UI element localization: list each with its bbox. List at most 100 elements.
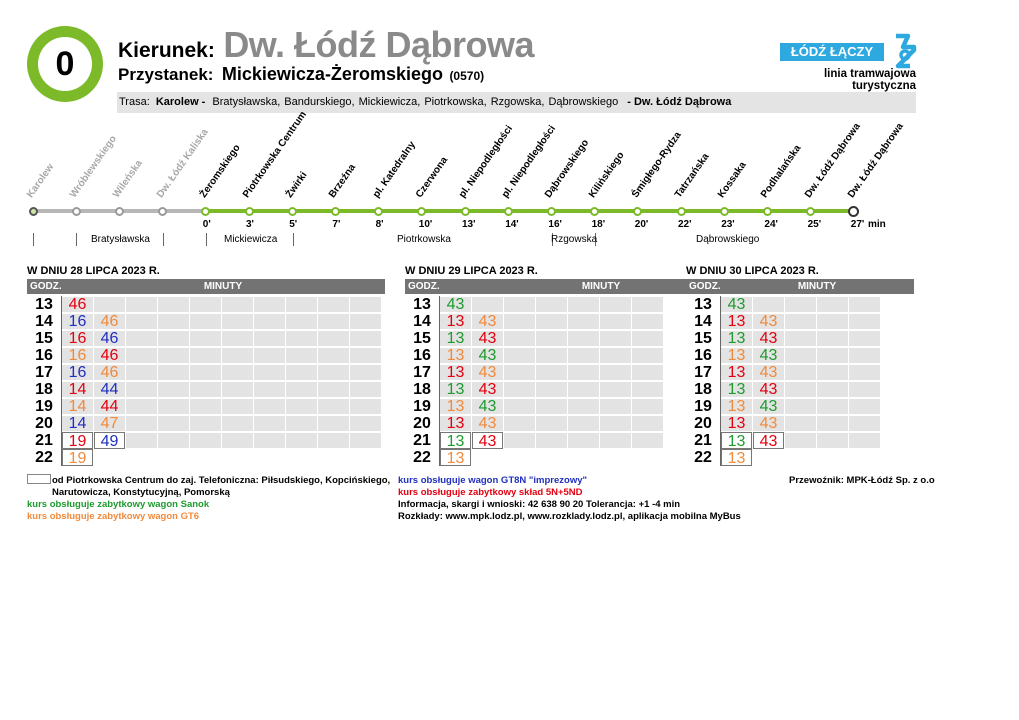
minute-cell <box>222 365 253 380</box>
departure-minute: 14 <box>68 415 87 432</box>
minute-cell <box>849 314 880 329</box>
minute-cell <box>286 331 317 346</box>
minute-cell <box>753 348 784 363</box>
minute-cell <box>504 331 535 346</box>
minute-cell <box>350 331 381 346</box>
minute-cell <box>817 416 848 431</box>
minute-cell <box>721 314 752 329</box>
minute-cell <box>632 416 663 431</box>
minute-cell <box>222 399 253 414</box>
departure-minute: 43 <box>478 415 497 432</box>
minute-cell <box>254 433 285 448</box>
minute-cell <box>318 365 349 380</box>
line-number-badge: 0 <box>27 26 103 102</box>
minute-cell <box>350 314 381 329</box>
stop-dot <box>633 206 643 216</box>
stop-time: 14' <box>505 219 519 230</box>
minute-cell <box>632 348 663 363</box>
minute-cell <box>126 399 157 414</box>
minute-cell <box>190 365 221 380</box>
stop-dot <box>719 206 729 216</box>
departure-minute: 43 <box>478 364 497 381</box>
minute-cell <box>222 297 253 312</box>
minute-cell <box>536 365 567 380</box>
stop-code: (0570) <box>449 69 485 83</box>
departure-minute: 13 <box>446 364 465 381</box>
hour: 13 <box>413 296 431 313</box>
minute-cell <box>472 399 503 414</box>
stop-dot <box>676 206 686 216</box>
departure-minute: 13 <box>721 449 752 467</box>
timetable-row: 21 13 43 <box>405 432 763 450</box>
minute-cell <box>286 348 317 363</box>
hour: 22 <box>35 449 53 466</box>
departure-minute: 13 <box>727 330 746 347</box>
departure-minute: 16 <box>68 330 87 347</box>
timetable-row: 21 13 43 <box>686 432 914 450</box>
minute-cell <box>721 399 752 414</box>
departure-minute: 13 <box>440 449 471 467</box>
minute-cell <box>254 331 285 346</box>
departure-minute: 43 <box>759 313 778 330</box>
minute-cell <box>126 433 157 448</box>
stop-dot <box>287 206 297 216</box>
stop-name: Brzeźna <box>327 162 359 200</box>
minute-cell <box>785 348 816 363</box>
stop-name: Mickiewicza-Żeromskiego <box>221 64 443 84</box>
route-bar: Trasa: Karolew - Bratysławska, Bandurskie… <box>117 92 916 113</box>
timetable-row: 15 13 43 <box>405 330 763 347</box>
timetable-row: 20 13 43 <box>405 415 763 432</box>
minute-cell <box>158 416 189 431</box>
minute-cell <box>536 348 567 363</box>
departure-minute: 43 <box>759 415 778 432</box>
minute-cell <box>504 399 535 414</box>
minute-cell <box>472 382 503 397</box>
timetable-row: 18 13 43 <box>405 381 763 398</box>
hour: 13 <box>694 296 712 313</box>
minutes-header: MINUTY <box>203 281 243 292</box>
minute-cell <box>158 331 189 346</box>
stop-name: Karolew <box>24 161 57 200</box>
minute-cell <box>190 433 221 448</box>
minute-cell <box>753 314 784 329</box>
route-street: Bandurskiego, <box>284 96 355 108</box>
timetable-row: 14 13 43 <box>405 313 763 330</box>
schedules-line: Rozkłady: www.mpk.lodz.pl, www.rozklady.… <box>398 511 741 522</box>
boxed-note-line-2: Narutowicza, Konstytucyjną, Pomorską <box>52 487 230 498</box>
timetable-row: 17 13 43 <box>686 364 914 381</box>
hour: 18 <box>413 381 431 398</box>
stop-name: pl. Katedralny <box>370 139 418 200</box>
stop-name: Czerwona <box>413 154 450 200</box>
minute-cell <box>94 348 125 363</box>
minute-cell <box>158 382 189 397</box>
minute-cell <box>222 416 253 431</box>
minute-cell <box>785 314 816 329</box>
street-separator <box>163 233 164 246</box>
minute-cell <box>158 297 189 312</box>
minute-cell <box>254 348 285 363</box>
minute-cell <box>62 416 93 431</box>
minute-cell <box>254 365 285 380</box>
minute-cell <box>190 297 221 312</box>
minute-cell <box>158 314 189 329</box>
departure-minute: 43 <box>478 313 497 330</box>
minute-cell <box>600 348 631 363</box>
departure-minute: 46 <box>100 364 119 381</box>
departure-minute: 13 <box>727 398 746 415</box>
minute-cell <box>472 365 503 380</box>
timetable-header: GODZ. MINUTY <box>405 279 763 294</box>
minute-cell <box>62 365 93 380</box>
hour: 13 <box>35 296 53 313</box>
minute-cell <box>849 433 880 448</box>
hour: 18 <box>694 381 712 398</box>
minute-cell <box>504 348 535 363</box>
departure-minute: 13 <box>727 415 746 432</box>
stop-time: 18' <box>591 219 606 230</box>
departure-minute: 14 <box>68 381 87 398</box>
boxed-legend-sample <box>27 474 51 484</box>
timetable-row: 16 16 46 <box>27 347 385 364</box>
minute-cell <box>126 365 157 380</box>
minute-cell <box>126 416 157 431</box>
minute-cell <box>753 399 784 414</box>
minute-cell <box>632 399 663 414</box>
